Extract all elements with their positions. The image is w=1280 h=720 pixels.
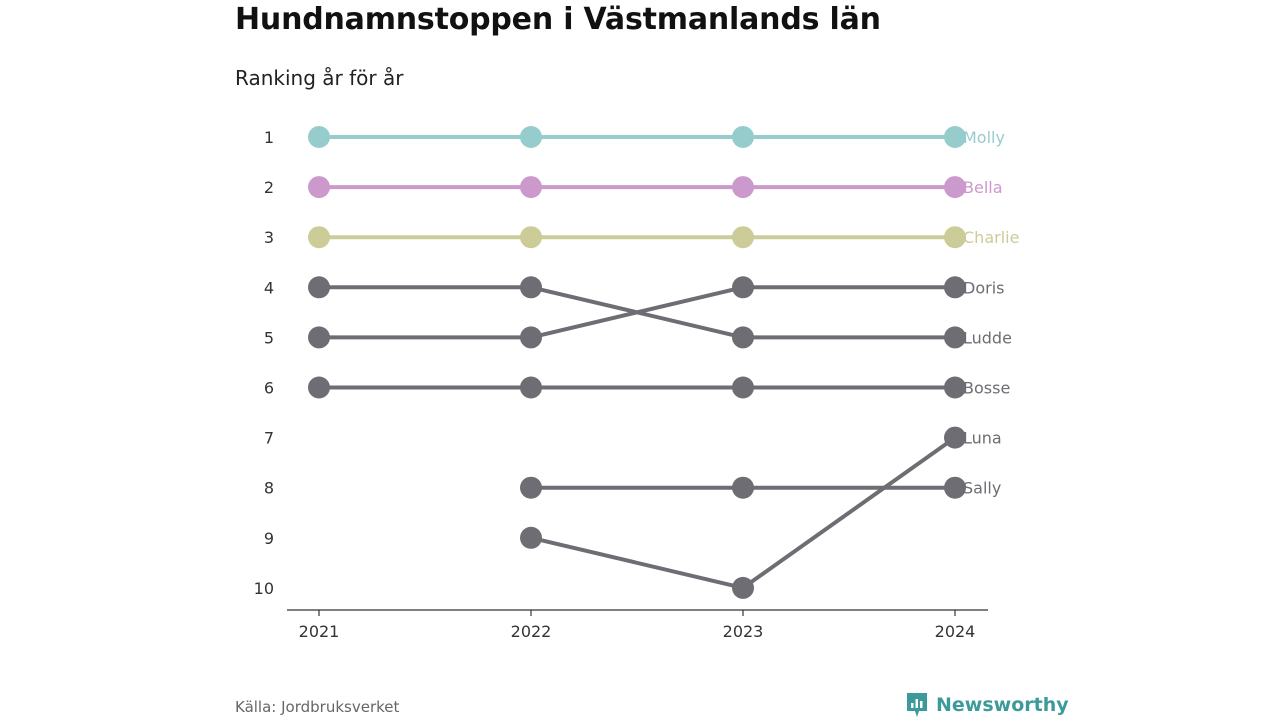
series-label-molly: Molly: [963, 128, 1005, 147]
data-point-sally: [944, 476, 966, 499]
data-point-doris: [308, 326, 330, 349]
data-point-bosse: [520, 376, 542, 399]
data-point-molly: [944, 126, 966, 148]
data-point-charlie: [520, 226, 542, 249]
data-point-molly: [520, 126, 542, 148]
data-point-luna: [732, 576, 754, 599]
y-tick-label: 8: [264, 479, 274, 498]
data-point-ludde: [944, 326, 966, 349]
x-tick-label: 2023: [723, 622, 764, 641]
series-line-ludde: [317, 285, 957, 340]
data-point-bosse: [308, 376, 330, 399]
x-tick-label: 2024: [935, 622, 976, 641]
data-point-bella: [732, 176, 754, 199]
data-point-bella: [520, 176, 542, 199]
series-label-bella: Bella: [963, 178, 1003, 197]
y-tick-label: 1: [264, 128, 274, 147]
y-tick-label: 7: [264, 429, 274, 448]
data-point-sally: [520, 476, 542, 499]
data-point-charlie: [308, 226, 330, 249]
data-point-doris: [944, 276, 966, 299]
data-point-molly: [732, 126, 754, 148]
chart-subtitle: Ranking år för år: [235, 66, 404, 90]
data-point-ludde: [308, 276, 330, 299]
brand-logo: Newsworthy: [905, 691, 1069, 719]
y-tick-label: 3: [264, 228, 274, 247]
data-point-ludde: [520, 276, 542, 299]
series-label-doris: Doris: [963, 278, 1004, 297]
series-label-sally: Sally: [963, 479, 1001, 498]
chart-title: Hundnamnstoppen i Västmanlands län: [235, 2, 881, 37]
data-point-molly: [308, 126, 330, 148]
data-point-doris: [520, 326, 542, 349]
series-label-luna: Luna: [963, 429, 1002, 448]
data-point-charlie: [944, 226, 966, 249]
series-label-charlie: Charlie: [963, 228, 1019, 247]
data-point-bella: [944, 176, 966, 199]
y-tick-label: 6: [264, 379, 274, 398]
data-point-doris: [732, 276, 754, 299]
y-tick-label: 5: [264, 328, 274, 347]
y-tick-label: 4: [264, 278, 274, 297]
y-tick-label: 10: [254, 579, 274, 598]
brand-name: Newsworthy: [936, 694, 1069, 716]
newsworthy-logo-icon: [907, 693, 927, 717]
data-point-bosse: [732, 376, 754, 399]
x-tick-label: 2022: [511, 622, 552, 641]
y-tick-label: 2: [264, 178, 274, 197]
data-point-luna: [520, 526, 542, 549]
x-tick-label: 2021: [299, 622, 340, 641]
data-point-charlie: [732, 226, 754, 249]
data-point-luna: [944, 426, 966, 449]
series-label-ludde: Ludde: [963, 328, 1012, 347]
data-point-bosse: [944, 376, 966, 399]
source-note: Källa: Jordbruksverket: [235, 698, 400, 716]
data-point-ludde: [732, 326, 754, 349]
data-point-sally: [732, 476, 754, 499]
series-label-bosse: Bosse: [963, 379, 1010, 398]
y-tick-label: 9: [264, 529, 274, 548]
data-point-bella: [308, 176, 330, 199]
series-line-luna: [529, 435, 957, 590]
